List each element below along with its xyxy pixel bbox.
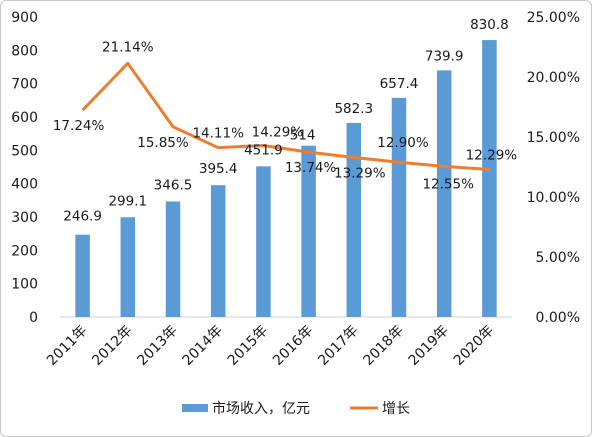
y-left-tick-label: 300 xyxy=(11,210,38,226)
bar-value-label: 395.4 xyxy=(199,161,238,177)
bar-value-label: 830.8 xyxy=(470,17,509,33)
bar-value-label: 514 xyxy=(290,128,316,144)
y-left-tick-label: 500 xyxy=(11,143,38,159)
bar xyxy=(256,166,271,317)
data-labels: 246.9 299.1 346.5 395.4 451.9 514 582.3 657.4 73… xyxy=(53,17,517,225)
bar xyxy=(301,145,316,317)
x-tick-label: 2013年 xyxy=(134,323,180,369)
legend: 市场收入，亿元 增长 xyxy=(182,400,410,417)
y-left-tick-label: 400 xyxy=(11,177,38,193)
x-tick-label: 2019年 xyxy=(406,323,452,369)
line-value-label: 14.29% xyxy=(252,125,304,141)
line-value-label: 21.14% xyxy=(102,39,154,55)
x-tick-label: 2011年 xyxy=(44,323,90,369)
bar xyxy=(120,217,136,317)
bar-series xyxy=(75,40,497,318)
y-right-tick-label: 10.00% xyxy=(527,190,580,206)
y-left-tick-label: 600 xyxy=(11,110,38,126)
x-tick-label: 2018年 xyxy=(360,323,406,369)
line-value-label: 12.29% xyxy=(466,148,518,164)
bar-value-label: 299.1 xyxy=(108,193,147,209)
y-left-tick-label: 200 xyxy=(11,243,38,259)
line-value-label: 13.74% xyxy=(285,160,337,176)
x-tick-label: 2015年 xyxy=(225,323,271,369)
legend-swatch-bar xyxy=(182,404,208,412)
bar-value-label: 346.5 xyxy=(154,178,193,194)
y-left-tick-label: 900 xyxy=(11,10,38,26)
y-right-tick-label: 0.00% xyxy=(536,310,580,326)
bar-value-label: 246.9 xyxy=(63,209,102,225)
x-tick-label: 2014年 xyxy=(180,323,226,369)
bar xyxy=(391,97,407,317)
line-value-label: 15.85% xyxy=(137,135,189,151)
bar-value-label: 451.9 xyxy=(244,142,283,158)
bar xyxy=(210,185,226,317)
growth-line xyxy=(81,61,490,172)
line-value-label: 12.55% xyxy=(422,176,474,192)
bar xyxy=(482,40,497,318)
line-value-label: 14.11% xyxy=(192,126,244,142)
y-right-tick-label: 15.00% xyxy=(527,130,580,146)
y-left-tick-label: 100 xyxy=(11,277,38,293)
bar xyxy=(346,122,362,318)
legend-label-bar: 市场收入，亿元 xyxy=(212,400,310,417)
x-tick-label: 2017年 xyxy=(315,323,361,369)
y-right-tick-label: 20.00% xyxy=(527,70,580,86)
bar-value-label: 739.9 xyxy=(425,48,464,64)
x-tick-label: 2020年 xyxy=(451,323,497,369)
y-right-tick-label: 25.00% xyxy=(527,10,580,26)
y-left-tick-label: 0 xyxy=(29,310,38,326)
x-tick-label: 2016年 xyxy=(270,323,316,369)
bar xyxy=(436,70,452,317)
line-value-label: 17.24% xyxy=(53,118,105,134)
line-value-label: 13.29% xyxy=(334,166,386,182)
legend-label-line: 增长 xyxy=(382,401,410,417)
bar-value-label: 582.3 xyxy=(334,101,373,117)
line-series xyxy=(81,61,490,172)
bar xyxy=(165,201,181,317)
x-tick-label: 2012年 xyxy=(89,323,135,369)
y-left-tick-label: 800 xyxy=(11,43,38,59)
y-right-tick-label: 5.00% xyxy=(536,250,580,266)
line-value-label: 12.90% xyxy=(377,135,429,151)
bar-value-label: 657.4 xyxy=(380,76,419,92)
bar xyxy=(75,234,90,317)
y-left-tick-label: 700 xyxy=(11,77,38,93)
